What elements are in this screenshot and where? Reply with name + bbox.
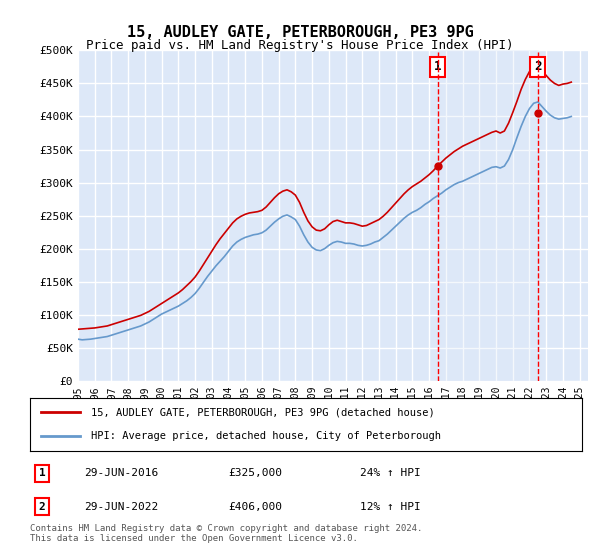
- Text: HPI: Average price, detached house, City of Peterborough: HPI: Average price, detached house, City…: [91, 431, 441, 441]
- Text: 2: 2: [38, 502, 46, 512]
- Text: 29-JUN-2016: 29-JUN-2016: [84, 468, 158, 478]
- Text: Contains HM Land Registry data © Crown copyright and database right 2024.
This d: Contains HM Land Registry data © Crown c…: [30, 524, 422, 543]
- Text: 15, AUDLEY GATE, PETERBOROUGH, PE3 9PG: 15, AUDLEY GATE, PETERBOROUGH, PE3 9PG: [127, 25, 473, 40]
- Text: 2: 2: [534, 60, 542, 73]
- Text: 29-JUN-2022: 29-JUN-2022: [84, 502, 158, 512]
- Text: 12% ↑ HPI: 12% ↑ HPI: [360, 502, 421, 512]
- Bar: [437, 50, 538, 381]
- Text: £325,000: £325,000: [228, 468, 282, 478]
- Text: Price paid vs. HM Land Registry's House Price Index (HPI): Price paid vs. HM Land Registry's House …: [86, 39, 514, 52]
- Text: £406,000: £406,000: [228, 502, 282, 512]
- Text: 1: 1: [38, 468, 46, 478]
- Text: 1: 1: [434, 60, 441, 73]
- Text: 15, AUDLEY GATE, PETERBOROUGH, PE3 9PG (detached house): 15, AUDLEY GATE, PETERBOROUGH, PE3 9PG (…: [91, 408, 434, 418]
- Text: 24% ↑ HPI: 24% ↑ HPI: [360, 468, 421, 478]
